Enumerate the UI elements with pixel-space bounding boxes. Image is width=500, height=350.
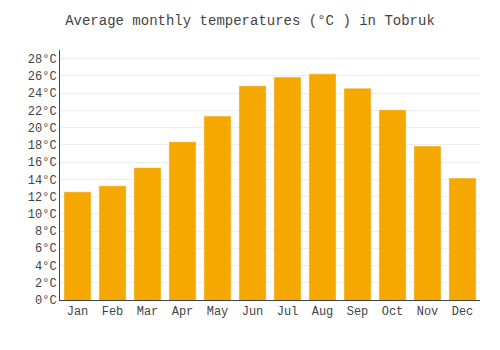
svg-text:22°C: 22°C [28, 105, 57, 119]
svg-text:Jul: Jul [277, 305, 299, 319]
svg-text:Oct: Oct [382, 305, 404, 319]
svg-text:14°C: 14°C [28, 174, 57, 188]
svg-text:24°C: 24°C [28, 87, 57, 101]
svg-text:8°C: 8°C [35, 225, 57, 239]
svg-text:Nov: Nov [417, 305, 439, 319]
svg-text:May: May [207, 305, 229, 319]
svg-text:Apr: Apr [172, 305, 194, 319]
svg-text:28°C: 28°C [28, 53, 57, 67]
svg-text:0°C: 0°C [35, 294, 57, 308]
svg-text:Average monthly temperatures (: Average monthly temperatures (°C ) in To… [65, 13, 435, 29]
svg-text:16°C: 16°C [28, 156, 57, 170]
svg-text:10°C: 10°C [28, 208, 57, 222]
svg-text:Aug: Aug [312, 305, 334, 319]
svg-text:Jun: Jun [242, 305, 264, 319]
svg-text:2°C: 2°C [35, 277, 57, 291]
svg-text:Feb: Feb [102, 305, 124, 319]
svg-text:Mar: Mar [137, 305, 159, 319]
svg-text:20°C: 20°C [28, 122, 57, 136]
svg-text:Sep: Sep [347, 305, 369, 319]
svg-text:6°C: 6°C [35, 242, 57, 256]
svg-text:Jan: Jan [67, 305, 89, 319]
svg-text:4°C: 4°C [35, 260, 57, 274]
svg-text:18°C: 18°C [28, 139, 57, 153]
svg-text:Dec: Dec [452, 305, 474, 319]
svg-text:26°C: 26°C [28, 70, 57, 84]
svg-text:12°C: 12°C [28, 191, 57, 205]
